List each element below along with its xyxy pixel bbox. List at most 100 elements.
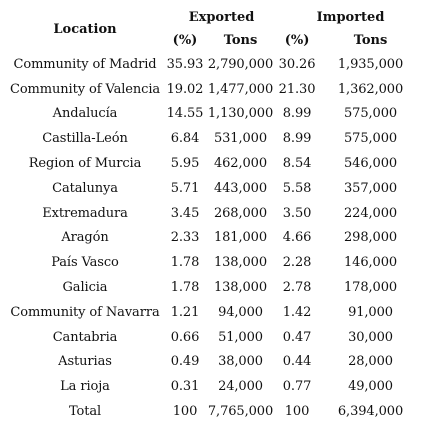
table-row: Region of Murcia 5.95 462,000 8.54 546,000 bbox=[4, 151, 424, 176]
cell-imported-tons: 178,000 bbox=[343, 280, 398, 296]
cell-exported-pct: 5.71 bbox=[170, 180, 200, 196]
cell-location: Andalucía bbox=[52, 106, 118, 122]
cell-location: Extremadura bbox=[42, 205, 128, 221]
cell-imported-pct: 21.30 bbox=[278, 81, 316, 97]
cell-imported-pct: 0.47 bbox=[282, 329, 312, 345]
table-row: Community of Valencia 19.02 1,477,000 21.30… bbox=[4, 77, 424, 102]
cell-imported-pct: 100 bbox=[284, 404, 310, 420]
cell-imported-tons: 146,000 bbox=[343, 255, 398, 271]
header-location: Location bbox=[53, 21, 117, 37]
table-row: Aragón 2.33 181,000 4.66 298,000 bbox=[4, 226, 424, 251]
cell-exported-tons: 531,000 bbox=[213, 131, 268, 147]
cell-imported-pct: 2.78 bbox=[282, 280, 312, 296]
cell-exported-tons: 138,000 bbox=[213, 280, 268, 296]
cell-location: Galicia bbox=[62, 280, 108, 296]
cell-imported-pct: 1.42 bbox=[282, 304, 312, 320]
cell-exported-pct: 1.78 bbox=[170, 255, 200, 271]
cell-imported-tons: 1,362,000 bbox=[337, 81, 404, 97]
header-exported: Exported bbox=[188, 9, 255, 25]
cell-exported-tons: 181,000 bbox=[213, 230, 268, 246]
table-body: Community of Madrid 35.93 2,790,000 30.26 1,… bbox=[4, 52, 424, 424]
table-row: Asturias 0.49 38,000 0.44 28,000 bbox=[4, 350, 424, 375]
cell-location: Community of Madrid bbox=[13, 56, 157, 72]
cell-exported-pct: 3.45 bbox=[170, 205, 200, 221]
cell-exported-tons: 462,000 bbox=[213, 156, 268, 172]
header-imported-pct: (%) bbox=[284, 32, 310, 48]
table-row: País Vasco 1.78 138,000 2.28 146,000 bbox=[4, 250, 424, 275]
cell-imported-tons: 91,000 bbox=[348, 304, 393, 320]
cell-imported-pct: 0.44 bbox=[282, 354, 312, 370]
cell-location: Total bbox=[68, 404, 102, 420]
cell-imported-tons: 224,000 bbox=[343, 205, 398, 221]
cell-imported-tons: 546,000 bbox=[343, 156, 398, 172]
cell-exported-tons: 268,000 bbox=[213, 205, 268, 221]
table-row: Cantabria 0.66 51,000 0.47 30,000 bbox=[4, 325, 424, 350]
cell-imported-tons: 30,000 bbox=[348, 329, 393, 345]
cell-location: País Vasco bbox=[51, 255, 119, 271]
cell-exported-tons: 443,000 bbox=[213, 180, 268, 196]
table-row: La rioja 0.31 24,000 0.77 49,000 bbox=[4, 374, 424, 399]
cell-exported-pct: 5.95 bbox=[170, 156, 200, 172]
cell-imported-tons: 357,000 bbox=[343, 180, 398, 196]
cell-imported-tons: 298,000 bbox=[343, 230, 398, 246]
cell-exported-pct: 0.49 bbox=[170, 354, 200, 370]
cell-exported-pct: 1.21 bbox=[170, 304, 200, 320]
cell-location: Region of Murcia bbox=[28, 156, 142, 172]
cell-exported-pct: 35.93 bbox=[166, 56, 204, 72]
cell-exported-tons: 24,000 bbox=[218, 379, 263, 395]
cell-location: Community of Navarra bbox=[10, 304, 160, 320]
cell-location: Community of Valencia bbox=[9, 81, 161, 97]
cell-imported-tons: 6,394,000 bbox=[337, 404, 404, 420]
cell-imported-tons: 49,000 bbox=[348, 379, 393, 395]
cell-exported-tons: 1,130,000 bbox=[207, 106, 274, 122]
cell-location: La rioja bbox=[60, 379, 110, 395]
header-row-units: (%) Tons (%) Tons bbox=[4, 28, 424, 52]
cell-exported-tons: 94,000 bbox=[218, 304, 263, 320]
cell-imported-pct: 3.50 bbox=[282, 205, 312, 221]
cell-exported-pct: 6.84 bbox=[170, 131, 200, 147]
cell-location: Castilla-León bbox=[42, 131, 128, 147]
table-header: Location Exported Imported (%) Tons (%) … bbox=[4, 6, 424, 52]
header-imported-tons: Tons bbox=[353, 32, 388, 48]
cell-exported-tons: 1,477,000 bbox=[207, 81, 274, 97]
table-row: Galicia 1.78 138,000 2.78 178,000 bbox=[4, 275, 424, 300]
cell-imported-pct: 8.54 bbox=[282, 156, 312, 172]
table-row: Community of Navarra 1.21 94,000 1.42 91,000 bbox=[4, 300, 424, 325]
cell-exported-pct: 100 bbox=[172, 404, 198, 420]
table-row: Castilla-León 6.84 531,000 8.99 575,000 bbox=[4, 126, 424, 151]
header-exported-tons: Tons bbox=[223, 32, 258, 48]
cell-imported-pct: 0.77 bbox=[282, 379, 312, 395]
table-row: Community of Madrid 35.93 2,790,000 30.26 1,… bbox=[4, 52, 424, 77]
cell-exported-pct: 19.02 bbox=[166, 81, 204, 97]
cell-imported-pct: 5.58 bbox=[282, 180, 312, 196]
cell-imported-tons: 575,000 bbox=[343, 106, 398, 122]
header-exported-pct: (%) bbox=[172, 32, 198, 48]
cell-exported-tons: 38,000 bbox=[218, 354, 263, 370]
cell-location: Cantabria bbox=[52, 329, 118, 345]
cell-exported-pct: 1.78 bbox=[170, 280, 200, 296]
cell-exported-tons: 2,790,000 bbox=[207, 56, 274, 72]
cell-imported-pct: 4.66 bbox=[282, 230, 312, 246]
cell-exported-tons: 138,000 bbox=[213, 255, 268, 271]
cell-location: Asturias bbox=[58, 354, 112, 370]
cell-imported-tons: 575,000 bbox=[343, 131, 398, 147]
cell-location: Aragón bbox=[61, 230, 109, 246]
table-row: Extremadura 3.45 268,000 3.50 224,000 bbox=[4, 201, 424, 226]
cell-exported-pct: 0.66 bbox=[170, 329, 200, 345]
cell-imported-tons: 1,935,000 bbox=[337, 56, 404, 72]
cell-imported-pct: 8.99 bbox=[282, 106, 312, 122]
cell-exported-tons: 51,000 bbox=[218, 329, 263, 345]
header-row-groups: Location Exported Imported bbox=[4, 6, 424, 37]
exports-imports-table: Location Exported Imported (%) Tons (%) … bbox=[4, 6, 424, 424]
cell-imported-pct: 2.28 bbox=[282, 255, 312, 271]
cell-location: Catalunya bbox=[52, 180, 118, 196]
header-imported: Imported bbox=[316, 9, 385, 25]
cell-imported-tons: 28,000 bbox=[348, 354, 393, 370]
total-row: Total 100 7,765,000 100 6,394,000 bbox=[4, 399, 424, 424]
table-row: Andalucía 14.55 1,130,000 8.99 575,000 bbox=[4, 102, 424, 127]
cell-imported-pct: 30.26 bbox=[278, 56, 316, 72]
cell-exported-pct: 14.55 bbox=[166, 106, 204, 122]
cell-exported-pct: 2.33 bbox=[170, 230, 200, 246]
cell-exported-tons: 7,765,000 bbox=[207, 404, 274, 420]
